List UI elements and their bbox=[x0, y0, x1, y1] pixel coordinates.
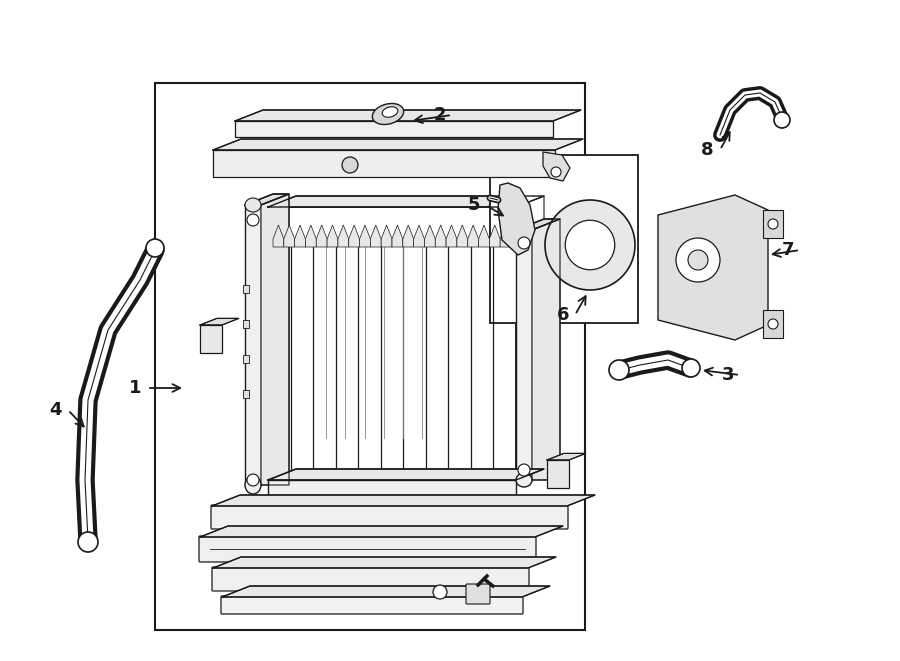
Polygon shape bbox=[414, 225, 425, 247]
Bar bbox=[763, 310, 783, 338]
Polygon shape bbox=[268, 196, 544, 207]
FancyBboxPatch shape bbox=[221, 596, 523, 614]
Text: 6: 6 bbox=[556, 306, 569, 324]
Ellipse shape bbox=[382, 106, 398, 117]
Polygon shape bbox=[392, 225, 403, 247]
Bar bbox=[490, 155, 638, 323]
Bar bbox=[200, 325, 222, 353]
Ellipse shape bbox=[245, 198, 261, 212]
Bar bbox=[213, 150, 555, 177]
Polygon shape bbox=[338, 225, 348, 247]
Text: 4: 4 bbox=[50, 401, 62, 419]
Polygon shape bbox=[479, 225, 490, 247]
Polygon shape bbox=[532, 219, 560, 480]
Polygon shape bbox=[547, 453, 586, 460]
Circle shape bbox=[78, 532, 98, 552]
Polygon shape bbox=[658, 195, 768, 340]
Ellipse shape bbox=[245, 476, 261, 494]
Polygon shape bbox=[213, 557, 556, 568]
Polygon shape bbox=[245, 194, 289, 205]
Polygon shape bbox=[235, 110, 581, 121]
Polygon shape bbox=[212, 495, 595, 506]
Polygon shape bbox=[403, 225, 414, 247]
Polygon shape bbox=[371, 225, 382, 247]
Text: 1: 1 bbox=[129, 379, 141, 397]
Bar bbox=[243, 320, 249, 328]
Polygon shape bbox=[498, 183, 535, 255]
Circle shape bbox=[433, 585, 447, 599]
Polygon shape bbox=[268, 469, 544, 480]
Circle shape bbox=[768, 219, 778, 229]
Circle shape bbox=[342, 157, 358, 173]
Polygon shape bbox=[294, 225, 305, 247]
Circle shape bbox=[768, 319, 778, 329]
Circle shape bbox=[247, 474, 259, 486]
Text: 3: 3 bbox=[722, 366, 734, 384]
Polygon shape bbox=[500, 225, 511, 247]
Polygon shape bbox=[468, 225, 479, 247]
Text: 7: 7 bbox=[781, 241, 794, 259]
Circle shape bbox=[545, 200, 635, 290]
Polygon shape bbox=[425, 225, 436, 247]
Polygon shape bbox=[359, 225, 371, 247]
Bar bbox=[155, 83, 585, 630]
Circle shape bbox=[676, 238, 720, 282]
FancyBboxPatch shape bbox=[212, 567, 529, 591]
Polygon shape bbox=[543, 152, 570, 181]
Circle shape bbox=[565, 220, 615, 270]
Polygon shape bbox=[446, 225, 457, 247]
Circle shape bbox=[518, 464, 530, 476]
Bar bbox=[243, 285, 249, 293]
Polygon shape bbox=[436, 225, 446, 247]
Polygon shape bbox=[284, 225, 294, 247]
Polygon shape bbox=[490, 225, 500, 247]
Circle shape bbox=[682, 359, 700, 377]
Bar bbox=[516, 230, 532, 480]
Bar bbox=[235, 121, 553, 137]
Polygon shape bbox=[516, 219, 560, 230]
Bar bbox=[547, 460, 569, 488]
Polygon shape bbox=[316, 225, 327, 247]
Polygon shape bbox=[200, 319, 239, 325]
Text: 2: 2 bbox=[434, 106, 446, 124]
Polygon shape bbox=[305, 225, 316, 247]
Polygon shape bbox=[222, 586, 550, 597]
Polygon shape bbox=[516, 196, 544, 478]
Polygon shape bbox=[200, 526, 563, 537]
Circle shape bbox=[518, 237, 530, 249]
Polygon shape bbox=[327, 225, 338, 247]
Ellipse shape bbox=[516, 473, 532, 487]
Bar bbox=[268, 207, 516, 478]
Ellipse shape bbox=[516, 223, 532, 237]
FancyBboxPatch shape bbox=[199, 536, 536, 562]
Polygon shape bbox=[261, 194, 289, 485]
Circle shape bbox=[247, 214, 259, 226]
Polygon shape bbox=[213, 139, 583, 150]
Text: 5: 5 bbox=[467, 196, 480, 214]
Bar bbox=[763, 210, 783, 238]
Circle shape bbox=[146, 239, 164, 257]
Bar bbox=[243, 390, 249, 398]
Bar bbox=[243, 355, 249, 363]
Polygon shape bbox=[382, 225, 392, 247]
Circle shape bbox=[551, 167, 561, 177]
Text: 8: 8 bbox=[701, 141, 714, 159]
Circle shape bbox=[609, 360, 629, 380]
FancyBboxPatch shape bbox=[211, 505, 568, 529]
Polygon shape bbox=[457, 225, 468, 247]
Polygon shape bbox=[273, 225, 284, 247]
Bar bbox=[245, 205, 261, 485]
Polygon shape bbox=[348, 225, 359, 247]
FancyBboxPatch shape bbox=[466, 584, 490, 604]
Ellipse shape bbox=[373, 104, 404, 124]
Circle shape bbox=[688, 250, 708, 270]
Bar bbox=[268, 480, 516, 496]
Circle shape bbox=[774, 112, 790, 128]
